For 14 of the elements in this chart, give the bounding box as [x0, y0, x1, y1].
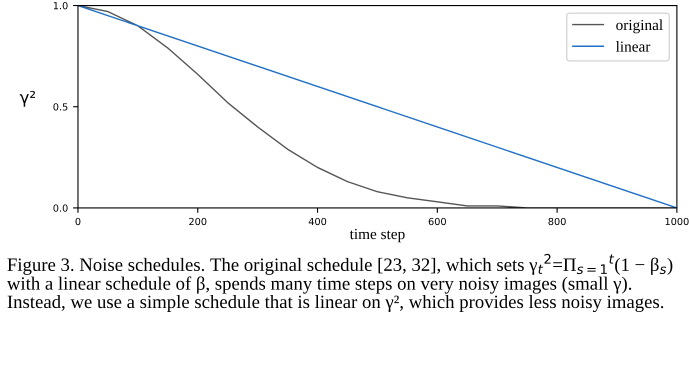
y-tick-label: 0.5 — [53, 103, 68, 111]
x-tick-label: 0 — [76, 218, 80, 226]
x-tick-label: 800 — [548, 218, 566, 226]
x-tick-label: 600 — [428, 218, 446, 226]
x-tick-label: 1000 — [666, 218, 689, 226]
x-axis-title: time step — [350, 228, 405, 242]
x-tick-label: 400 — [308, 218, 326, 226]
x-tick-label: 200 — [189, 218, 206, 226]
y-tick-label: 1.0 — [54, 2, 68, 10]
y-axis-title: γ² — [20, 90, 36, 107]
legend-label: linear — [616, 40, 650, 52]
text: Figure 3. Noise schedules. The original schedule [23, 32], which sets γ$_{t}$$^{2}$=Π$_{s=1}$$^{t}$(1 − β$_{s}$) with a linear schedule of β, spends many time steps on very noisy images (small γ). Instead, we use a simple schedule that is linear on γ², which provides less noisy images. — [6, 254, 672, 312]
legend-label: original — [616, 19, 663, 34]
y-tick-label: 0.0 — [53, 204, 68, 212]
